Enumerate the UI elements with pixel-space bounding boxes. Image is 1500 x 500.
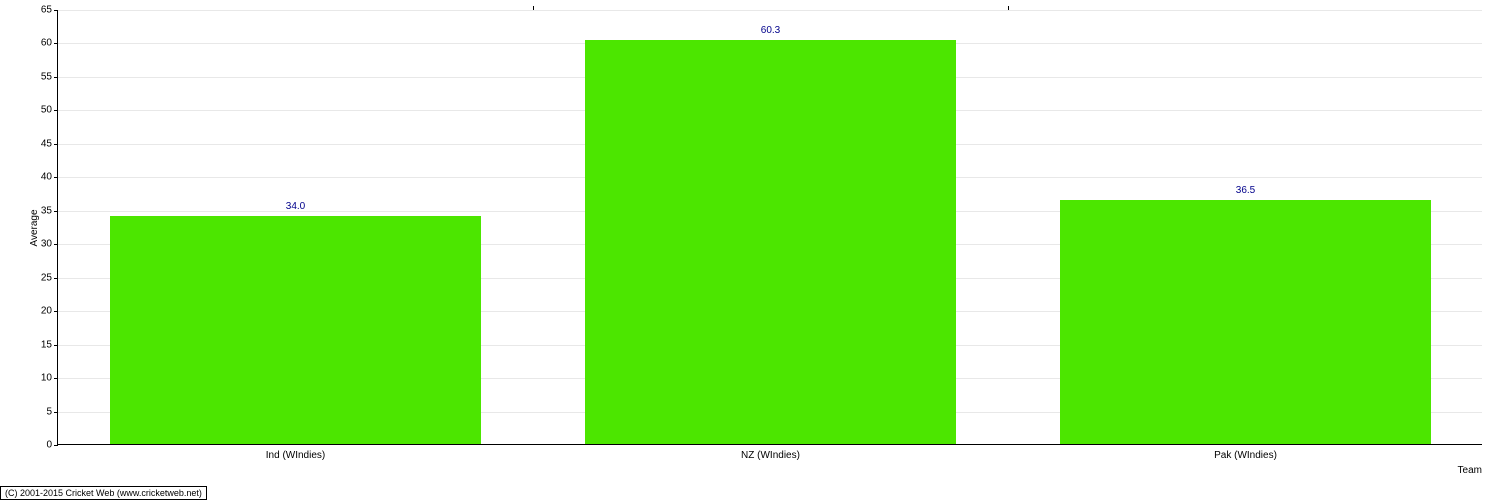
y-tick-label: 15 [41,339,58,350]
bar-value-label: 60.3 [761,25,780,40]
bar: 36.5 [1060,200,1431,444]
y-tick-label: 45 [41,138,58,149]
gridline [58,10,1482,11]
y-tick-label: 55 [41,71,58,82]
bar-value-label: 36.5 [1236,185,1255,200]
bar: 60.3 [585,40,956,444]
y-tick-label: 10 [41,373,58,384]
chart-plot-area: 05101520253035404550556065Ind (WIndies)3… [57,10,1482,445]
y-tick-label: 5 [46,406,58,417]
y-tick-label: 60 [41,38,58,49]
y-tick-label: 35 [41,205,58,216]
x-axis-title: Team [1458,465,1482,476]
y-tick-label: 65 [41,5,58,16]
bar-value-label: 34.0 [286,201,305,216]
x-tick-label: NZ (WIndies) [741,444,800,461]
y-axis-title: Average [29,209,40,246]
x-tick-mark [533,6,534,10]
x-tick-label: Pak (WIndies) [1214,444,1277,461]
y-tick-label: 50 [41,105,58,116]
x-tick-mark [1008,6,1009,10]
y-tick-label: 25 [41,272,58,283]
y-tick-label: 0 [46,440,58,451]
copyright-text: (C) 2001-2015 Cricket Web (www.cricketwe… [0,486,207,500]
x-tick-label: Ind (WIndies) [266,444,325,461]
bar: 34.0 [110,216,481,444]
y-tick-label: 20 [41,306,58,317]
y-tick-label: 30 [41,239,58,250]
y-tick-label: 40 [41,172,58,183]
